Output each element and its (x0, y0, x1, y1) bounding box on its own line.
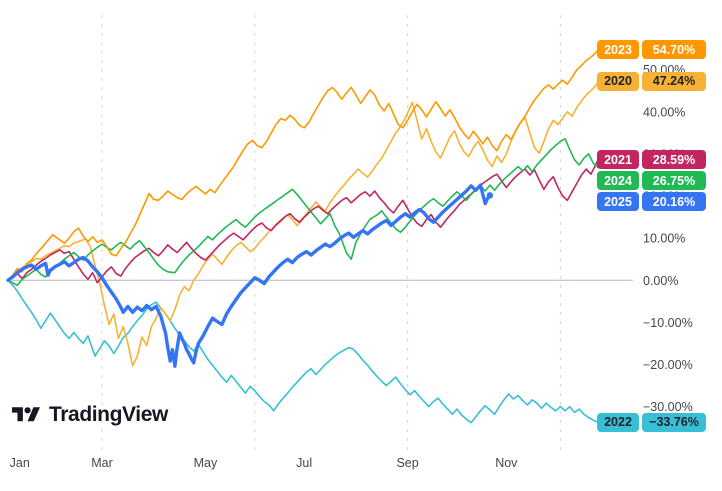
price-label-2024[interactable]: 2024 26.75% (597, 171, 706, 191)
price-label-2025[interactable]: 2025 20.16% (597, 192, 706, 212)
series-line-2025[interactable] (6, 183, 492, 368)
series-line-2024[interactable] (7, 138, 601, 287)
x-axis-label: Sep (396, 456, 418, 470)
price-label-2022[interactable]: 2022 −33.76% (597, 412, 706, 432)
year-badge-2025: 2025 (597, 192, 639, 212)
y-axis-label: 40.00% (643, 105, 685, 119)
x-axis-label: May (194, 456, 218, 470)
y-axis-label: −20.00% (643, 358, 693, 372)
y-axis-label: 0.00% (643, 274, 678, 288)
year-badge-2020: 2020 (597, 71, 639, 91)
value-badge-2022: −33.76% (642, 412, 706, 432)
value-badge-2025: 20.16% (642, 192, 706, 212)
series-line-2022[interactable] (7, 279, 601, 424)
y-axis-label: −10.00% (643, 316, 693, 330)
x-axis-label: Jan (10, 456, 30, 470)
value-badge-2024: 26.75% (642, 171, 706, 191)
x-axis-label: Mar (91, 456, 113, 470)
y-axis-label: 10.00% (643, 232, 685, 246)
price-label-2023[interactable]: 2023 54.70% (597, 40, 706, 60)
tradingview-logo[interactable]: TradingView (12, 403, 168, 427)
series-line-2020[interactable] (7, 80, 601, 367)
year-badge-2023: 2023 (597, 40, 639, 60)
series-line-2021[interactable] (7, 159, 601, 284)
y-axis-label: −30.00% (643, 400, 693, 414)
series-line-2023[interactable] (7, 49, 601, 282)
year-badge-2021: 2021 (597, 150, 639, 170)
price-label-2020[interactable]: 2020 47.24% (597, 71, 706, 91)
price-label-2021[interactable]: 2021 28.59% (597, 150, 706, 170)
x-axis-label: Nov (495, 456, 518, 470)
tradingview-logo-icon (12, 407, 40, 422)
value-badge-2021: 28.59% (642, 150, 706, 170)
year-badge-2022: 2022 (597, 412, 639, 432)
value-badge-2023: 54.70% (642, 40, 706, 60)
year-badge-2024: 2024 (597, 171, 639, 191)
x-axis-label: Jul (296, 456, 312, 470)
series-endpoint-2025 (486, 192, 494, 199)
value-badge-2020: 47.24% (642, 71, 706, 91)
tradingview-logo-text: TradingView (49, 403, 168, 426)
